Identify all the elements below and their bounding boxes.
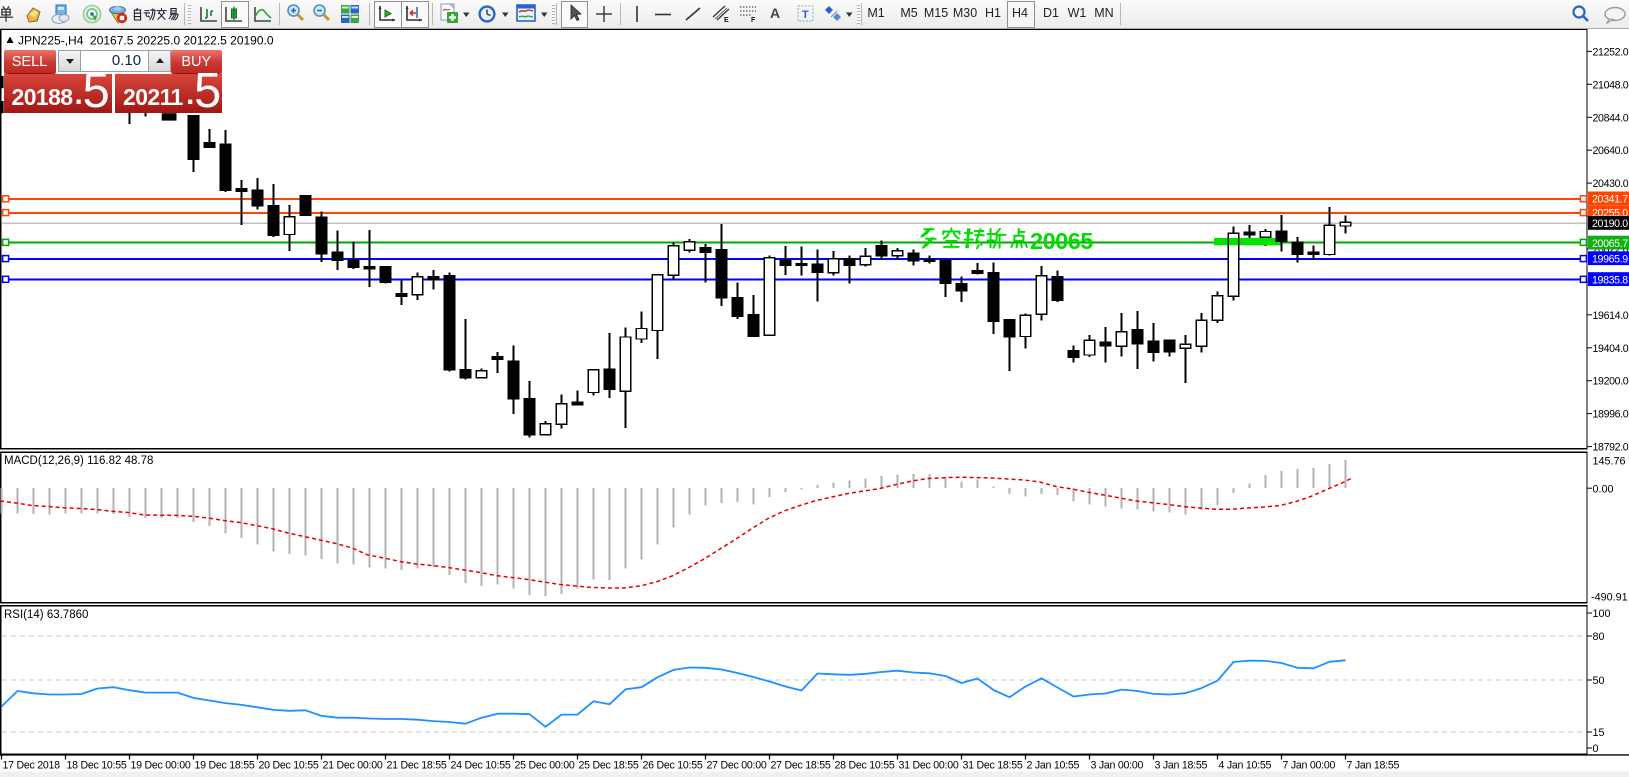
svg-text:20065: 20065 [1030,228,1093,254]
svg-text:18 Dec 10:55: 18 Dec 10:55 [67,760,127,772]
svg-text:19835.8: 19835.8 [1592,274,1628,286]
svg-text:21 Dec 00:00: 21 Dec 00:00 [323,760,383,772]
svg-text:21252.0: 21252.0 [1593,46,1629,58]
svg-text:7 Jan 00:00: 7 Jan 00:00 [1283,760,1336,772]
svg-text:21048.0: 21048.0 [1593,79,1629,91]
svg-text:19200.0: 19200.0 [1593,376,1629,388]
svg-text:7 Jan 18:55: 7 Jan 18:55 [1347,760,1400,772]
svg-text:18996.0: 18996.0 [1593,409,1629,421]
svg-text:20844.0: 20844.0 [1593,112,1629,124]
svg-text:20190.0: 20190.0 [1592,218,1628,230]
svg-text:19404.0: 19404.0 [1593,343,1629,355]
svg-text:20341.7: 20341.7 [1592,194,1628,206]
svg-text:20430.0: 20430.0 [1593,178,1629,190]
svg-text:0.00: 0.00 [1593,483,1614,495]
svg-text:31 Dec 00:00: 31 Dec 00:00 [899,760,959,772]
svg-text:17 Dec 2018: 17 Dec 2018 [3,760,61,772]
svg-text:19 Dec 00:00: 19 Dec 00:00 [131,760,191,772]
svg-text:0: 0 [1593,743,1599,755]
svg-text:27 Dec 18:55: 27 Dec 18:55 [771,760,831,772]
svg-text:24 Dec 10:55: 24 Dec 10:55 [451,760,511,772]
svg-text:3 Jan 18:55: 3 Jan 18:55 [1155,760,1208,772]
svg-text:19 Dec 18:55: 19 Dec 18:55 [195,760,255,772]
svg-text:25 Dec 18:55: 25 Dec 18:55 [579,760,639,772]
svg-text:26 Dec 10:55: 26 Dec 10:55 [643,760,703,772]
svg-text:4 Jan 10:55: 4 Jan 10:55 [1219,760,1272,772]
svg-text:E: E [724,17,729,24]
svg-text:MACD(12,26,9) 116.82 48.78: MACD(12,26,9) 116.82 48.78 [4,455,153,467]
svg-text:19965.9: 19965.9 [1592,253,1628,265]
svg-text:JPN225-,H4 20167.5 20225.0 20: JPN225-,H4 20167.5 20225.0 20122.5 20190… [18,34,274,48]
svg-text:15: 15 [1593,727,1605,739]
svg-text:31 Dec 18:55: 31 Dec 18:55 [963,760,1023,772]
svg-text:145.76: 145.76 [1593,456,1626,468]
svg-text:25 Dec 00:00: 25 Dec 00:00 [515,760,575,772]
svg-text:19614.0: 19614.0 [1593,310,1629,322]
svg-text:T: T [802,9,809,21]
svg-text:2 Jan 10:55: 2 Jan 10:55 [1027,760,1080,772]
svg-text:RSI(14) 63.7860: RSI(14) 63.7860 [4,609,88,621]
svg-text:20640.0: 20640.0 [1593,145,1629,157]
svg-text:27 Dec 00:00: 27 Dec 00:00 [707,760,767,772]
svg-text:18792.0: 18792.0 [1593,442,1629,454]
svg-text:20 Dec 10:55: 20 Dec 10:55 [259,760,319,772]
svg-text:100: 100 [1593,608,1611,620]
svg-text:3 Jan 00:00: 3 Jan 00:00 [1091,760,1144,772]
svg-text:28 Dec 10:55: 28 Dec 10:55 [835,760,895,772]
svg-text:21 Dec 18:55: 21 Dec 18:55 [387,760,447,772]
svg-text:20065.7: 20065.7 [1592,238,1628,250]
svg-text:F: F [751,17,756,24]
svg-text:80: 80 [1593,631,1605,643]
svg-text:-490.91: -490.91 [1591,591,1628,603]
svg-text:50: 50 [1593,675,1605,687]
